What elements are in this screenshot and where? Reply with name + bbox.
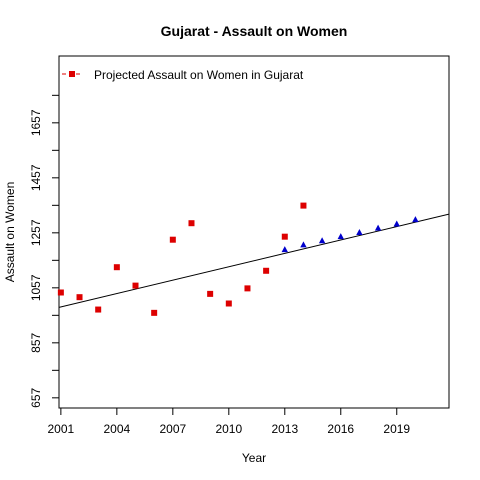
legend-label: Projected Assault on Women in Gujarat [94, 68, 304, 82]
projected-point [300, 241, 307, 248]
observed-point [57, 289, 64, 296]
observed-point [225, 300, 232, 307]
legend: Projected Assault on Women in Gujarat [62, 68, 304, 82]
observed-point [151, 309, 158, 316]
observed-point [207, 290, 214, 297]
chart-title: Gujarat - Assault on Women [161, 23, 348, 39]
y-tick-label: 1657 [29, 109, 43, 136]
x-tick-label: 2016 [327, 422, 354, 436]
observed-point [263, 267, 270, 274]
projected-point [281, 246, 288, 253]
x-tick-label: 2001 [48, 422, 75, 436]
observed-point [132, 282, 139, 289]
x-axis-title: Year [242, 451, 266, 465]
y-axis: 657 857 1057 1257 1457 1657 [29, 94, 59, 408]
projected-point [318, 237, 326, 244]
observed-point [188, 220, 195, 227]
observed-point [300, 202, 307, 209]
projected-point [356, 229, 363, 236]
x-tick-label: 2004 [103, 422, 130, 436]
observed-point [95, 306, 102, 313]
y-axis-title: Assault on Women [3, 182, 17, 283]
projected-point [412, 216, 419, 223]
y-tick-label: 1057 [29, 274, 43, 301]
observed-point [281, 233, 288, 240]
projected-point [374, 224, 382, 231]
y-tick-label: 1257 [29, 219, 43, 246]
x-tick-label: 2007 [159, 422, 186, 436]
observed-point [113, 264, 120, 271]
projected-point [337, 233, 344, 240]
observed-point [169, 236, 176, 243]
observed-point [76, 294, 83, 301]
trend-layer [58, 213, 450, 308]
y-tick-label: 1457 [29, 164, 43, 191]
x-tick-label: 2019 [383, 422, 410, 436]
points-layer [57, 202, 419, 316]
observed-point [244, 285, 251, 292]
x-axis: 2001 2004 2007 2010 2013 2016 2019 [48, 408, 410, 436]
y-tick-label: 857 [29, 332, 43, 352]
trend-line [58, 213, 450, 308]
legend-marker [69, 71, 75, 77]
plot-frame [58, 55, 450, 409]
projected-point [393, 220, 400, 227]
x-tick-label: 2013 [271, 422, 298, 436]
y-tick-label: 657 [29, 387, 43, 407]
x-tick-label: 2010 [215, 422, 242, 436]
